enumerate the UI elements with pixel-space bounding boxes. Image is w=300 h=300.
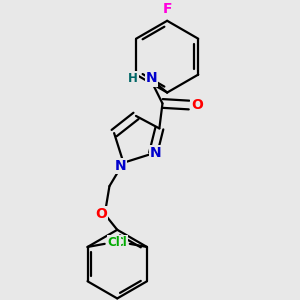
Text: F: F: [162, 2, 172, 16]
Text: H: H: [128, 72, 138, 85]
Text: N: N: [150, 146, 161, 161]
Text: N: N: [146, 71, 158, 85]
Text: O: O: [95, 207, 107, 221]
Text: N: N: [115, 159, 126, 173]
Text: O: O: [191, 98, 203, 112]
Text: Cl: Cl: [108, 236, 120, 249]
Text: Cl: Cl: [114, 236, 127, 249]
